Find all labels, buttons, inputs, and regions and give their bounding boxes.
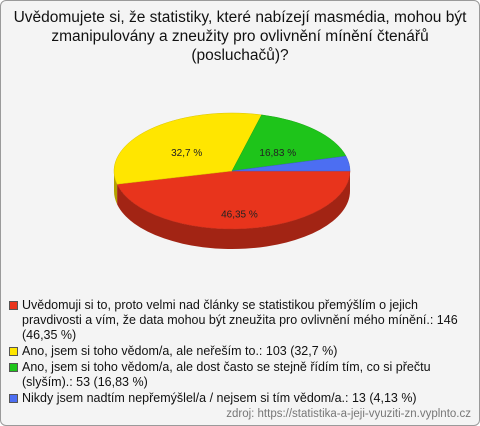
legend-label: Uvědomuji si to, proto velmi nad články … bbox=[22, 298, 458, 342]
legend-swatch bbox=[9, 347, 18, 356]
data-label: 32,7 % bbox=[171, 148, 202, 159]
pie-slice bbox=[116, 170, 351, 249]
legend-swatch bbox=[9, 363, 18, 372]
slice-side bbox=[114, 171, 118, 205]
slice-top bbox=[231, 114, 347, 172]
data-label: 46,35 % bbox=[221, 209, 258, 220]
legend-swatch bbox=[9, 394, 18, 403]
legend-item: Uvědomuji si to, proto velmi nad články … bbox=[9, 298, 471, 343]
source: zdroj: https://statistika-a-jeji-vyuziti… bbox=[226, 408, 471, 420]
legend-label: Nikdy jsem nadtím nepřemýšlel/a / nejsem… bbox=[22, 391, 417, 405]
legend-item: Ano, jsem si toho vědom/a, ale dost čast… bbox=[9, 360, 471, 390]
legend-label: Ano, jsem si toho vědom/a, ale neřeším t… bbox=[22, 344, 338, 358]
slice-top bbox=[231, 155, 351, 172]
pie-slice bbox=[231, 114, 347, 172]
pie-slice bbox=[231, 155, 351, 172]
data-label: 16,83 % bbox=[259, 148, 296, 159]
legend-item: Ano, jsem si toho vědom/a, ale neřeším t… bbox=[9, 344, 471, 359]
chart-title: Uvědomujete si, že statistiky, které nab… bbox=[13, 9, 467, 64]
slice-top bbox=[113, 112, 263, 185]
slice-top bbox=[116, 170, 351, 230]
pie-slice bbox=[113, 112, 263, 205]
legend-item: Nikdy jsem nadtím nepřemýšlel/a / nejsem… bbox=[9, 391, 471, 406]
legend-label: Ano, jsem si toho vědom/a, ale dost čast… bbox=[22, 360, 431, 389]
pie-area: 46,35 % 32,7 % 16,83 % bbox=[113, 112, 351, 249]
legend-swatch bbox=[9, 301, 18, 310]
legend: Uvědomuji si to, proto velmi nad články … bbox=[9, 298, 471, 407]
slice-side bbox=[117, 171, 350, 249]
